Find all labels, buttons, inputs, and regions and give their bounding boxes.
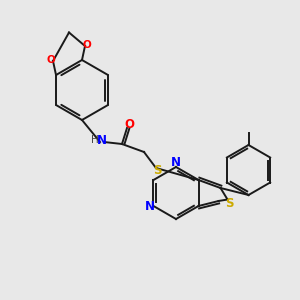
Text: O: O	[82, 40, 91, 50]
Text: O: O	[124, 118, 134, 130]
Text: H: H	[91, 135, 99, 145]
Text: N: N	[145, 200, 154, 214]
Text: N: N	[171, 157, 181, 169]
Text: S: S	[225, 197, 234, 210]
Text: N: N	[97, 134, 107, 146]
Text: O: O	[46, 55, 56, 65]
Text: S: S	[153, 164, 161, 178]
